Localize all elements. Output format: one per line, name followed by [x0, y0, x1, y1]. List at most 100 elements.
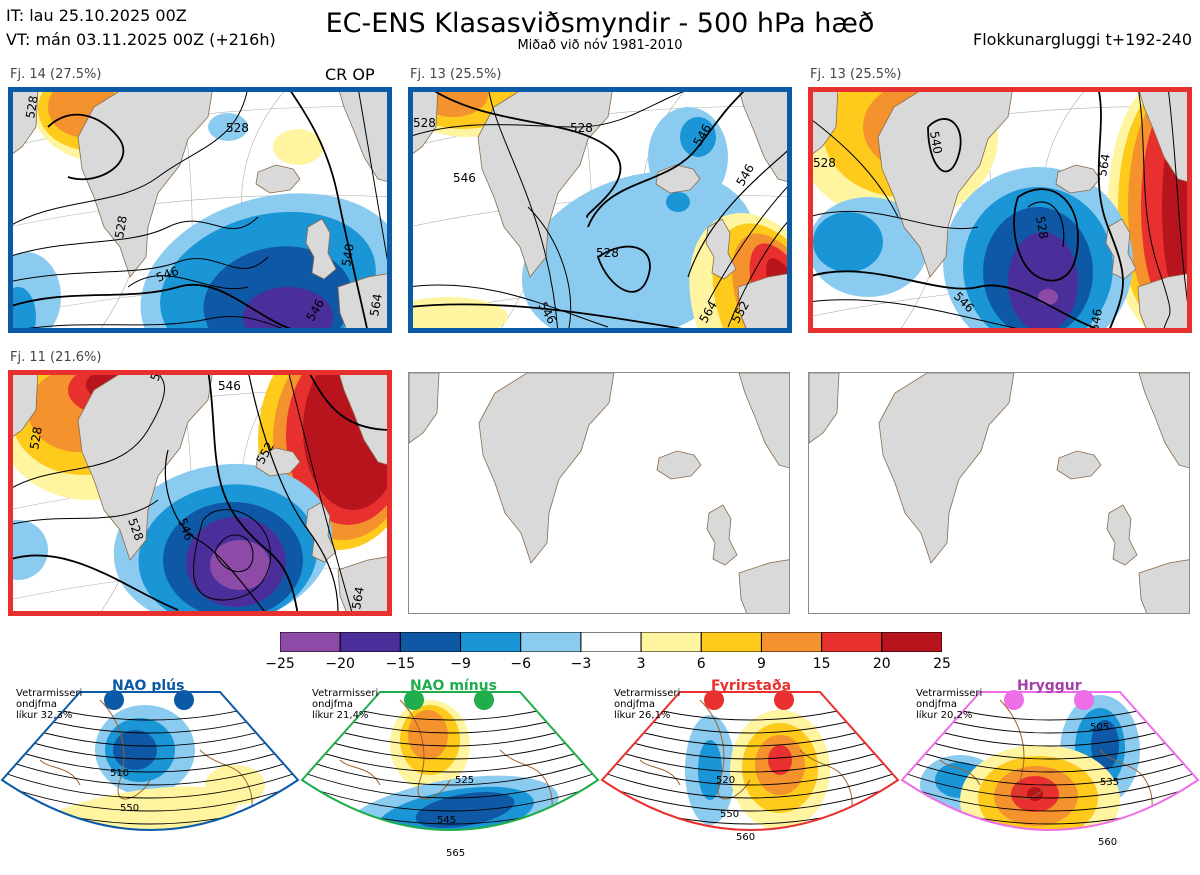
height-contour — [1137, 87, 1171, 333]
height-contour — [207, 370, 299, 616]
height-contour — [2, 767, 298, 799]
height-contour — [902, 780, 1198, 812]
height-contour — [808, 116, 899, 218]
contour-label: 560 — [736, 832, 755, 843]
colorbar-segment — [700, 631, 762, 653]
regime-marker-dot — [1074, 690, 1094, 710]
regime-blocking: 520 550 560 — [600, 690, 900, 871]
height-contour — [215, 534, 254, 573]
anomaly-shading — [253, 295, 323, 333]
regime-title: NAO mínus — [410, 678, 497, 694]
contour-label: 510 — [110, 768, 129, 779]
height-contours — [8, 370, 392, 616]
regime-fan-outline — [300, 691, 600, 831]
init-time: IT: lau 25.10.2025 00Z — [6, 6, 187, 25]
anomaly-shading — [273, 129, 323, 165]
regime-note: Vetrarmisseri ondjfma líkur 21,4% — [312, 688, 379, 721]
colorbar-tick-label: −20 — [325, 656, 355, 672]
empty-map-panel — [808, 372, 1190, 614]
anomaly-shading — [768, 745, 792, 775]
cluster-label: Fj. 13 (25.5%) — [410, 67, 502, 82]
height-contour — [408, 284, 609, 328]
canada-land — [809, 373, 840, 444]
anomaly-shading — [205, 765, 265, 805]
height-contour — [687, 146, 792, 278]
colorbar-segment — [821, 631, 883, 653]
anomaly-shading — [408, 297, 508, 333]
colorbar-segment — [580, 631, 642, 653]
contour-label: 528 — [813, 156, 836, 170]
coastline — [339, 699, 561, 830]
height-contour — [247, 370, 339, 616]
height-contour — [602, 780, 898, 812]
regime-marker-dot — [104, 690, 124, 710]
cluster-label: Fj. 13 (25.5%) — [810, 67, 902, 82]
contour-label: 528 — [112, 215, 130, 240]
europe-land — [738, 559, 789, 613]
height-contour — [408, 303, 709, 333]
scandinavia-land — [1138, 373, 1189, 469]
height-contour — [2, 741, 298, 773]
height-contour — [47, 113, 125, 181]
contour-label: 528 — [570, 121, 593, 135]
cluster-map-panel: 528528546552528546564 — [8, 370, 392, 616]
colorbar-segment — [399, 631, 462, 653]
scandinavia-land — [337, 370, 392, 467]
contour-label: 520 — [716, 775, 735, 786]
height-contour — [587, 87, 749, 228]
height-contour — [602, 767, 898, 799]
regime-title: NAO plús — [112, 678, 185, 694]
regime-marker-dot — [1004, 690, 1024, 710]
coastline-line — [39, 759, 81, 786]
cluster-label: Fj. 14 (27.5%) — [10, 67, 102, 82]
contour-label: 546 — [453, 171, 476, 185]
regime-fan-map — [902, 692, 1198, 830]
height-contour — [707, 181, 792, 303]
contour-label: 540 — [927, 130, 945, 155]
contour-label: 528 — [226, 121, 249, 135]
scandinavia-land — [1137, 87, 1192, 184]
height-contour — [902, 741, 1198, 773]
height-contour — [8, 216, 259, 258]
height-contours — [408, 87, 792, 333]
greenland-land — [477, 87, 614, 278]
coastline-line — [639, 759, 681, 786]
contour-label: 550 — [720, 809, 739, 820]
cluster-border — [8, 370, 392, 616]
regime-marker-dot — [704, 690, 724, 710]
contour-label: 565 — [446, 848, 465, 859]
colorbar-segment — [760, 631, 823, 653]
contour-label: 528 — [596, 246, 619, 260]
height-contour — [2, 754, 298, 786]
height-contour — [2, 780, 298, 812]
colorbar-tick-label: −9 — [450, 656, 471, 672]
greenland-land — [878, 373, 1015, 564]
height-contour — [8, 284, 318, 333]
british-isles-land — [1105, 218, 1137, 280]
colorbar-tick-label: 6 — [696, 656, 706, 672]
contour-label: 545 — [437, 815, 456, 826]
europe-land — [337, 272, 392, 333]
graticule-line — [8, 194, 392, 228]
colorbar-tick-label: −25 — [265, 656, 295, 672]
coastline-line — [699, 699, 751, 800]
iceland-land — [255, 447, 301, 477]
coastline-line — [1099, 749, 1161, 830]
colorbar-segment — [520, 631, 582, 653]
cluster-border — [408, 87, 792, 333]
colorbar-tick-label: 20 — [872, 656, 891, 672]
control-operational-label: CR OP — [325, 65, 375, 84]
coastline-line — [399, 699, 451, 800]
contour-label: 528 — [1033, 215, 1051, 240]
greenland-land — [478, 373, 615, 564]
contour-label: 528 — [23, 95, 41, 120]
contour-label: 550 — [120, 803, 139, 814]
height-contour — [597, 245, 651, 293]
height-contour — [527, 206, 572, 333]
coastline — [39, 699, 261, 830]
greenland-land — [77, 87, 214, 278]
height-contour — [8, 256, 269, 283]
contour-label: 528 — [413, 116, 436, 130]
height-contour — [902, 767, 1198, 799]
chart-title: EC-ENS Klasasviðsmyndir - 500 hPa hæð — [325, 8, 875, 39]
